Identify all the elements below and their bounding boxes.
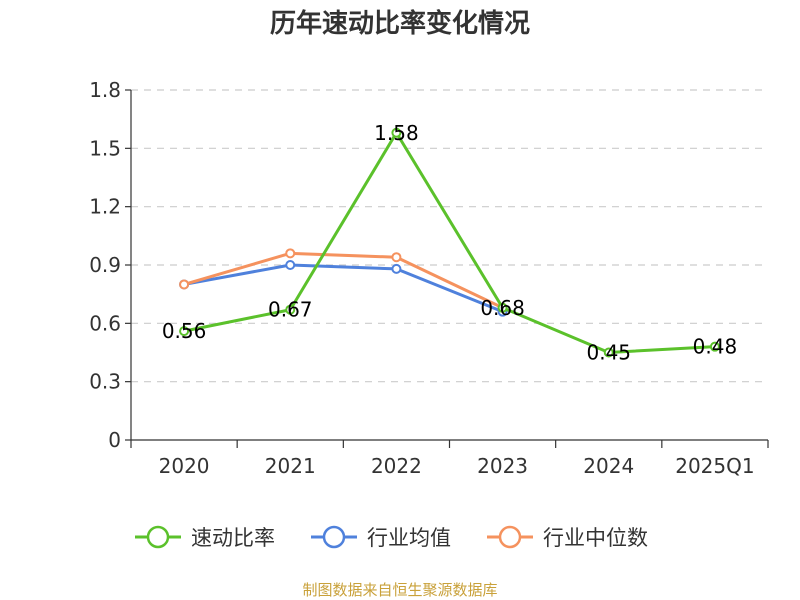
data-label: 0.67	[268, 298, 313, 322]
y-tick-label: 0	[108, 428, 121, 452]
legend-marker-icon	[498, 525, 522, 549]
x-tick-label: 2025Q1	[675, 454, 754, 478]
x-tick-label: 2022	[371, 454, 422, 478]
data-point	[391, 127, 402, 138]
y-tick-label: 0.9	[89, 253, 121, 277]
chart-title: 历年速动比率变化情况	[270, 8, 530, 39]
legend-marker-icon	[146, 525, 170, 549]
data-point	[179, 326, 190, 337]
data-label: 0.56	[162, 319, 207, 343]
series-line	[183, 251, 504, 310]
x-tick-label: 2024	[583, 454, 634, 478]
legend-marker-icon	[322, 525, 346, 549]
legend-label: 速动比率	[191, 526, 275, 550]
data-source-note: 制图数据来自恒生聚源数据库	[302, 581, 497, 599]
series-line	[183, 131, 715, 354]
data-label: 1.58	[374, 121, 419, 145]
y-tick-label: 0.3	[89, 370, 121, 394]
data-point	[603, 347, 614, 358]
data-labels: 0.56 0.67 1.58 0.68 0.45 0.48	[162, 121, 737, 365]
series-lines	[179, 127, 720, 358]
legend-label: 行业均值	[367, 526, 451, 550]
data-point	[497, 302, 508, 313]
data-label: 0.45	[586, 341, 631, 365]
grid-lines	[131, 89, 768, 383]
y-tick-label: 1.5	[89, 136, 121, 160]
legend-label: 行业中位数	[543, 526, 648, 550]
series-line	[183, 263, 504, 314]
legend-item[interactable]: 速动比率	[135, 525, 275, 550]
data-point	[391, 263, 402, 274]
axes: 0 0.3 0.6 0.9 1.2 1.5 1.8 2020 2021 2022 2023 2024 2…	[89, 78, 769, 478]
data-label: 0.68	[480, 296, 525, 320]
y-tick-label: 1.8	[89, 78, 121, 102]
x-tick-label: 2021	[265, 454, 316, 478]
data-point	[391, 252, 402, 263]
data-label: 0.48	[693, 335, 738, 359]
legend-item[interactable]: 行业中位数	[487, 525, 648, 550]
data-point	[285, 304, 296, 315]
legend-item[interactable]: 行业均值	[311, 525, 451, 550]
legend[interactable]: 速动比率 行业均值 行业中位数	[135, 525, 648, 550]
data-point	[179, 279, 190, 290]
y-tick-label: 1.2	[89, 195, 121, 219]
x-tick-label: 2023	[477, 454, 528, 478]
y-tick-label: 0.6	[89, 311, 121, 335]
data-point	[285, 248, 296, 259]
data-point	[709, 341, 720, 352]
x-tick-label: 2020	[159, 454, 210, 478]
data-point	[285, 260, 296, 270]
